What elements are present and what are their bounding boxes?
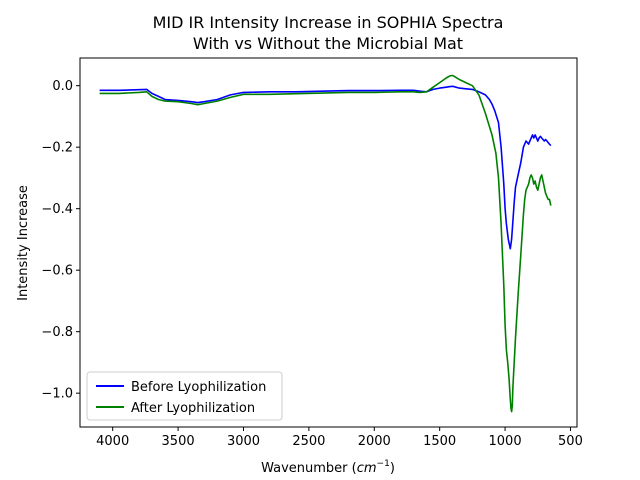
x-tick-label: 3500 [162, 434, 195, 449]
series-line-0 [99, 85, 552, 250]
series-line-1 [99, 74, 552, 413]
x-axis-label-exponent: −1 [377, 459, 390, 469]
x-axis-label: Wavenumber (cm−1) [261, 459, 395, 476]
plot-area: 4000 3500 3000 2500 2000 1500 1000 500 0.0 −0.2 −0… [41, 57, 583, 449]
y-axis-label: Intensity Increase [16, 185, 31, 301]
legend: Before Lyophilization After Lyophilizati… [86, 371, 283, 421]
y-tick-label: −0.4 [41, 202, 73, 217]
x-tick-label: 2000 [358, 434, 391, 449]
y-tick-label: −0.6 [41, 264, 73, 279]
x-axis-label-open: ( [348, 461, 357, 476]
legend-box [86, 371, 283, 421]
x-tick-label: 2500 [292, 434, 325, 449]
y-tick-label: −0.2 [41, 141, 73, 156]
axes-frame [79, 57, 578, 428]
y-tick-label: 0.0 [52, 79, 73, 94]
x-tick-label: 4000 [96, 434, 129, 449]
x-tick-label: 1500 [423, 434, 456, 449]
chart-title-line1: MID IR Intensity Increase in SOPHIA Spec… [153, 13, 504, 32]
x-axis-label-close: ) [390, 461, 395, 476]
x-tick-label: 500 [558, 434, 583, 449]
chart-title-line2: With vs Without the Microbial Mat [193, 34, 463, 53]
x-tick-label: 1000 [489, 434, 522, 449]
x-axis-label-unit: cm [357, 461, 377, 476]
x-tick-label: 3000 [227, 434, 260, 449]
y-tick-label: −0.8 [41, 325, 73, 340]
legend-label-before: Before Lyophilization [131, 380, 266, 395]
x-axis-label-text: Wavenumber [261, 461, 348, 476]
legend-label-after: After Lyophilization [131, 401, 255, 416]
y-tick-label: −1.0 [41, 387, 73, 402]
